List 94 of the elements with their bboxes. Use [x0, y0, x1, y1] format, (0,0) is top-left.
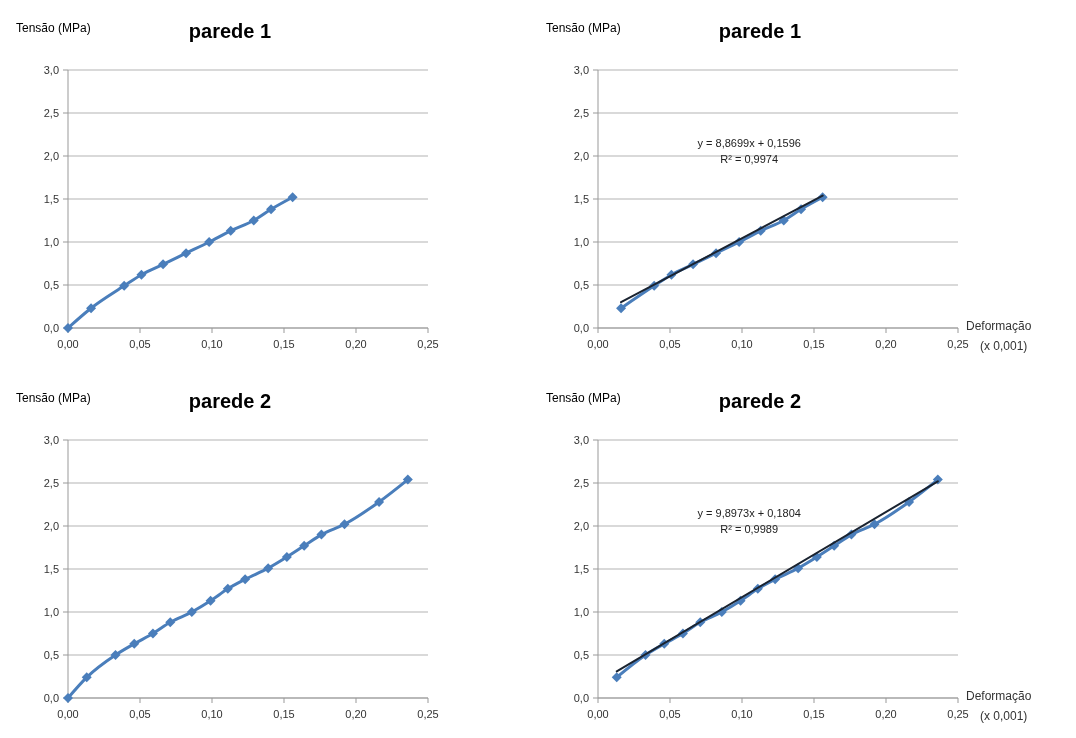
y-axis-title: Tensão (MPa) [16, 391, 91, 405]
point [158, 259, 169, 270]
y-tick-label: 2,0 [573, 519, 589, 532]
x-tick-label: 0,05 [659, 708, 681, 720]
chart-title: parede 1 [718, 20, 802, 42]
point [81, 672, 92, 683]
annotation: R² = 0,9974 [720, 153, 779, 166]
y-tick-label: 2,0 [573, 149, 589, 162]
point [147, 628, 158, 639]
point [299, 540, 310, 551]
point [136, 269, 147, 280]
y-axis-title: Tensão (MPa) [546, 391, 621, 405]
point [316, 529, 327, 540]
y-tick-label: 1,0 [573, 235, 589, 248]
x-tick-label: 0,00 [587, 338, 609, 350]
point [263, 563, 274, 574]
point [165, 617, 176, 628]
y-tick-label: 1,5 [43, 562, 59, 575]
x-tick-label: 0,20 [345, 708, 367, 720]
y-tick-label: 2,0 [43, 149, 59, 162]
x-tick-label: 0,15 [803, 708, 825, 720]
x-tick-label: 0,15 [273, 708, 295, 720]
y-tick-label: 0,5 [573, 278, 589, 291]
x-tick-label: 0,10 [201, 708, 223, 720]
x-tick-label: 0,20 [875, 338, 897, 350]
chart-title: parede 2 [718, 390, 802, 412]
y-tick-label: 1,0 [43, 605, 59, 618]
x-tick-label: 0,05 [129, 338, 151, 350]
y-axis-title: Tensão (MPa) [546, 21, 621, 35]
point [225, 225, 236, 236]
point [266, 204, 277, 215]
x-tick-label: 0,25 [417, 708, 439, 720]
x-tick-label: 0,15 [273, 338, 295, 350]
y-tick-label: 0,5 [43, 648, 59, 661]
point [616, 303, 627, 314]
point [186, 607, 197, 617]
point [240, 574, 251, 585]
point [110, 650, 121, 660]
x-tick-label: 0,00 [57, 338, 79, 350]
x-tick-label: 0,20 [875, 708, 897, 720]
x-tick-label: 0,25 [417, 338, 439, 350]
y-tick-label: 2,5 [573, 476, 589, 489]
y-tick-label: 1,5 [43, 192, 59, 205]
chart-title: parede 1 [188, 20, 272, 42]
x-tick-label: 0,25 [947, 338, 969, 350]
y-tick-label: 0,0 [573, 691, 589, 704]
x-tick-label: 0,10 [201, 338, 223, 350]
y-tick-label: 0,0 [43, 321, 59, 334]
y-tick-label: 3,0 [43, 63, 59, 76]
x-tick-label: 0,15 [803, 338, 825, 350]
x-tick-label: 0,05 [659, 338, 681, 350]
y-tick-label: 1,5 [573, 192, 589, 205]
point [205, 595, 216, 606]
x-tick-label: 0,05 [129, 708, 151, 720]
y-tick-label: 3,0 [43, 433, 59, 446]
y-axis-title: Tensão (MPa) [16, 21, 91, 35]
x-tick-label: 0,10 [731, 708, 753, 720]
point [129, 638, 140, 649]
y-tick-label: 1,0 [573, 605, 589, 618]
point [86, 303, 97, 314]
x-tick-label: 0,20 [345, 338, 367, 350]
point [869, 519, 880, 530]
x-tick-label: 0,00 [57, 708, 79, 720]
y-tick-label: 0,0 [573, 321, 589, 334]
point [281, 551, 292, 562]
x-tick-label: 0,25 [947, 708, 969, 720]
annotation: y = 8,8699x + 0,1596 [697, 137, 801, 150]
y-tick-label: 0,0 [43, 691, 59, 704]
point [611, 672, 622, 683]
y-tick-label: 0,5 [43, 278, 59, 291]
point [248, 215, 259, 226]
y-tick-label: 3,0 [573, 433, 589, 446]
x-tick-label: 0,00 [587, 708, 609, 720]
y-tick-label: 1,0 [43, 235, 59, 248]
y-tick-label: 2,5 [573, 106, 589, 119]
y-tick-label: 3,0 [573, 63, 589, 76]
annotation: R² = 0,9989 [720, 523, 779, 536]
point [374, 496, 385, 507]
y-tick-label: 2,5 [43, 106, 59, 119]
point [778, 215, 789, 226]
point [339, 519, 350, 530]
y-tick-label: 2,0 [43, 519, 59, 532]
point [402, 474, 413, 485]
point [181, 248, 192, 259]
y-tick-label: 1,5 [573, 562, 589, 575]
point [287, 192, 298, 203]
y-tick-label: 2,5 [43, 476, 59, 489]
point [119, 280, 130, 291]
x-tick-label: 0,10 [731, 338, 753, 350]
point [222, 583, 233, 594]
point [204, 237, 215, 247]
y-tick-label: 0,5 [573, 648, 589, 661]
chart-title: parede 2 [188, 390, 272, 412]
annotation: y = 9,8973x + 0,1804 [697, 507, 801, 520]
